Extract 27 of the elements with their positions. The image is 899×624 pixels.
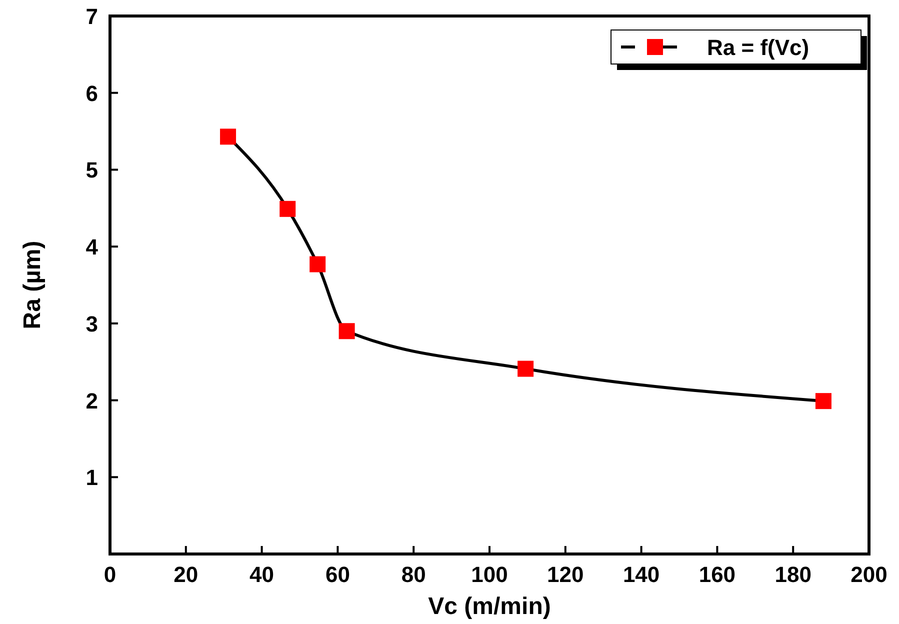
x-tick-label: 180: [774, 562, 812, 587]
y-axis-title: Ra (µm): [19, 240, 46, 330]
x-tick-label: 60: [325, 562, 350, 587]
legend-label: Ra = f(Vc): [707, 35, 810, 60]
point: [310, 256, 326, 272]
x-tick-label: 120: [547, 562, 584, 587]
y-tick-label: 2: [86, 388, 98, 414]
x-tick-label: 40: [250, 562, 274, 587]
x-tick-label: 140: [622, 562, 660, 587]
x-tick-label: 0: [104, 562, 116, 587]
x-tick-label: 160: [698, 562, 736, 587]
x-tick-label: 200: [850, 562, 888, 587]
x-tick-label: 80: [401, 562, 426, 587]
y-tick-label: 6: [86, 80, 98, 106]
point: [338, 323, 355, 340]
y-tick-label: 4: [86, 234, 99, 260]
y-tick-label: 7: [86, 4, 98, 29]
point: [220, 128, 236, 145]
x-tick-label: 20: [174, 562, 198, 587]
point: [518, 360, 534, 377]
y-tick-label: 3: [86, 311, 98, 336]
y-tick-label: 5: [86, 158, 98, 183]
point: [815, 393, 832, 410]
x-tick-label: 100: [471, 562, 508, 587]
point: [280, 200, 296, 217]
y-tick-label: 1: [86, 465, 98, 490]
x-axis-title: Vc (m/min): [428, 593, 551, 620]
